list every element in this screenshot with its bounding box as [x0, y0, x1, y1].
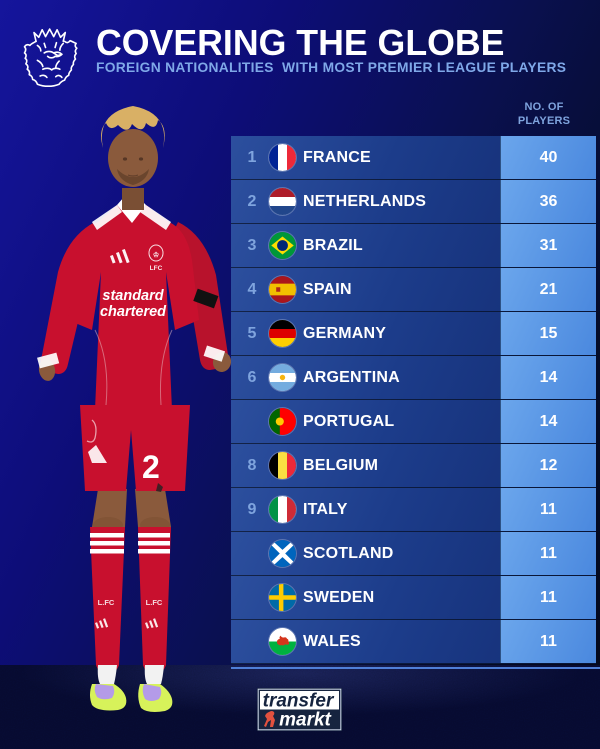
svg-text:2: 2 — [142, 449, 160, 485]
svg-text:standard: standard — [102, 288, 164, 304]
svg-text:transfer: transfer — [263, 691, 335, 712]
svg-text:♔: ♔ — [153, 251, 159, 259]
svg-text:L.FC: L.FC — [98, 598, 115, 607]
svg-text:chartered: chartered — [100, 304, 167, 320]
svg-text:markt: markt — [279, 710, 331, 731]
svg-text:LFC: LFC — [150, 265, 163, 272]
svg-text:L.FC: L.FC — [146, 598, 163, 607]
